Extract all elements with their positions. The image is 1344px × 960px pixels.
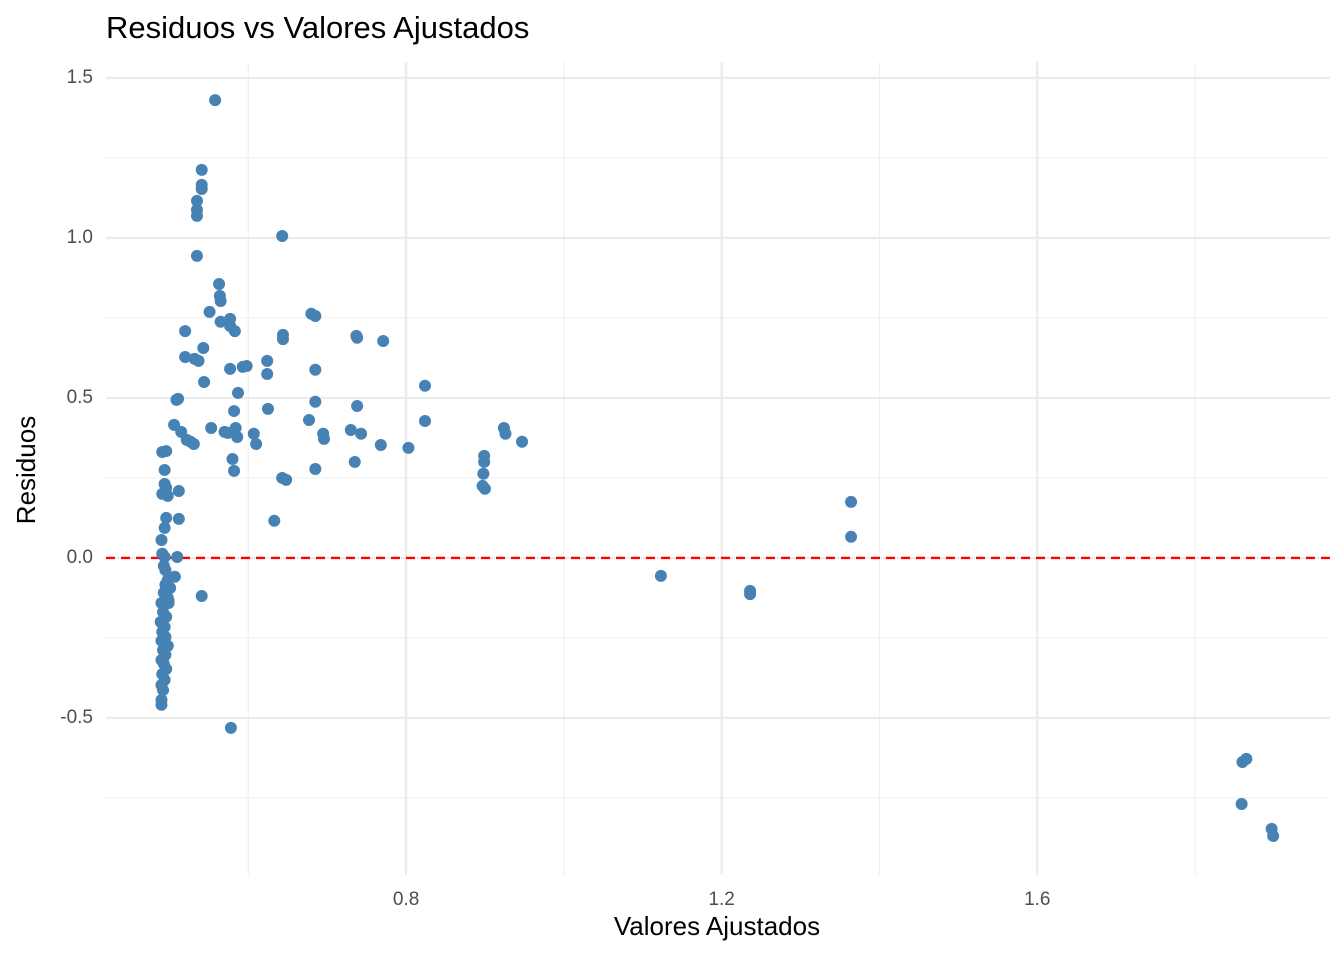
point bbox=[224, 362, 237, 375]
point bbox=[374, 438, 387, 451]
point bbox=[213, 278, 226, 291]
y-tick-label: 1.0 bbox=[67, 227, 93, 248]
x-tick-label: 1.2 bbox=[708, 889, 734, 910]
point bbox=[309, 395, 322, 408]
point bbox=[250, 438, 263, 451]
point bbox=[168, 570, 181, 583]
point bbox=[195, 183, 208, 196]
point bbox=[229, 422, 242, 435]
point bbox=[261, 354, 274, 367]
point bbox=[224, 721, 237, 734]
point bbox=[654, 569, 667, 582]
point bbox=[355, 427, 368, 440]
point bbox=[155, 534, 168, 547]
point bbox=[158, 463, 171, 476]
point bbox=[226, 453, 239, 466]
point bbox=[155, 698, 168, 711]
point bbox=[228, 464, 241, 477]
point bbox=[192, 354, 205, 367]
point bbox=[516, 435, 529, 448]
point bbox=[309, 462, 322, 475]
point bbox=[187, 438, 200, 451]
point bbox=[744, 588, 757, 601]
point bbox=[228, 325, 241, 338]
point bbox=[161, 489, 174, 502]
point bbox=[845, 530, 858, 543]
point bbox=[172, 512, 185, 525]
y-tick-label: 0.5 bbox=[67, 387, 93, 408]
x-tick-label: 0.8 bbox=[393, 889, 419, 910]
point bbox=[205, 422, 218, 435]
point bbox=[351, 331, 364, 344]
point bbox=[179, 325, 192, 338]
point bbox=[172, 485, 185, 498]
point bbox=[158, 550, 171, 563]
point bbox=[162, 594, 175, 607]
y-tick-label: 0.0 bbox=[67, 547, 93, 568]
x-tick-label: 1.6 bbox=[1024, 889, 1050, 910]
point bbox=[179, 350, 192, 363]
point bbox=[261, 367, 274, 380]
point bbox=[276, 333, 289, 346]
point bbox=[377, 334, 390, 347]
point bbox=[190, 194, 203, 207]
point bbox=[309, 363, 322, 376]
point bbox=[203, 305, 216, 318]
point bbox=[171, 550, 184, 563]
point bbox=[418, 414, 431, 427]
point bbox=[418, 379, 431, 392]
point bbox=[228, 405, 241, 418]
x-axis-title: Valores Ajustados bbox=[614, 911, 820, 941]
point bbox=[478, 455, 491, 468]
point bbox=[197, 342, 210, 355]
point bbox=[240, 359, 253, 372]
point bbox=[276, 230, 289, 243]
point bbox=[309, 310, 322, 323]
point bbox=[351, 399, 364, 412]
point bbox=[1235, 797, 1248, 810]
point bbox=[280, 473, 293, 486]
point bbox=[209, 94, 222, 107]
chart-title: Residuos vs Valores Ajustados bbox=[106, 10, 529, 45]
point bbox=[231, 430, 244, 443]
point bbox=[478, 482, 491, 495]
y-axis-title: Residuos bbox=[11, 416, 41, 524]
point bbox=[1240, 752, 1253, 765]
point bbox=[344, 423, 357, 436]
point bbox=[190, 203, 203, 216]
point bbox=[845, 495, 858, 508]
point bbox=[348, 455, 361, 468]
point bbox=[499, 427, 512, 440]
point bbox=[214, 315, 227, 328]
point bbox=[164, 582, 177, 595]
point bbox=[402, 441, 415, 454]
point bbox=[268, 514, 281, 527]
point bbox=[159, 564, 172, 577]
point bbox=[172, 392, 185, 405]
point bbox=[158, 521, 171, 534]
point bbox=[190, 249, 203, 262]
point bbox=[261, 402, 274, 415]
point bbox=[198, 375, 211, 388]
point bbox=[247, 427, 260, 440]
point bbox=[195, 590, 208, 603]
point bbox=[318, 432, 331, 445]
point bbox=[214, 295, 227, 308]
point bbox=[160, 445, 173, 458]
point bbox=[232, 386, 245, 399]
point bbox=[157, 684, 170, 697]
point bbox=[160, 511, 173, 524]
point bbox=[195, 163, 208, 176]
point bbox=[303, 414, 316, 427]
y-tick-label: -0.5 bbox=[60, 707, 93, 728]
point bbox=[477, 467, 490, 480]
point bbox=[1267, 829, 1280, 842]
y-tick-label: 1.5 bbox=[67, 67, 93, 88]
